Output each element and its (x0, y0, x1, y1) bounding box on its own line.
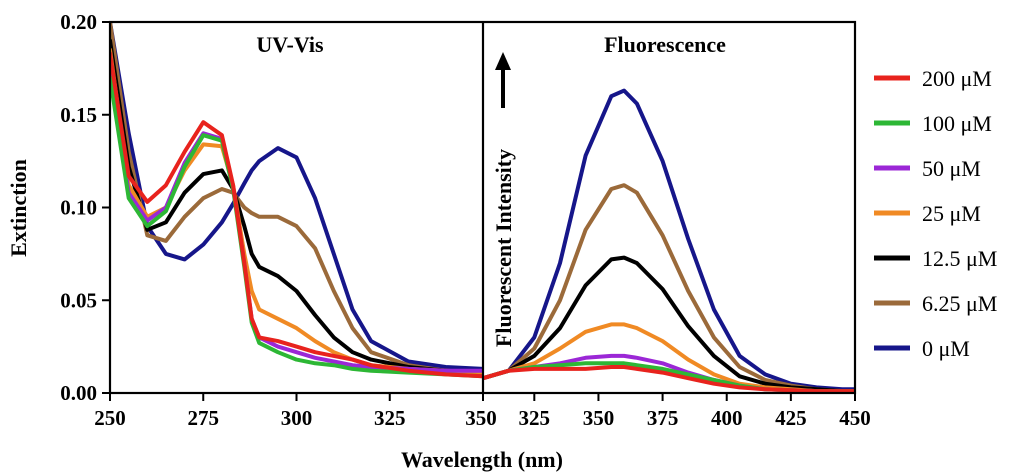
uv-vis-panel-title: UV-Vis (256, 32, 324, 57)
series-line-uvvis-6.25uM (110, 22, 483, 375)
x-tick-label-0-2: 300 (281, 406, 313, 430)
series-group (110, 22, 855, 393)
x-tick-label-1-2: 350 (583, 406, 615, 430)
x-tick-label-1-4: 400 (711, 406, 743, 430)
y-tick-label-0: 0.00 (60, 381, 97, 405)
legend: 200 μM 100 μM 50 μM 25 μM 12.5 μM 6.25 μM 0 μM (874, 66, 997, 361)
legend-label-3: 25 μM (922, 201, 981, 226)
x-tick-label-1-5: 425 (775, 406, 807, 430)
legend-label-1: 100 μM (922, 111, 992, 136)
fluorescence-panel-title: Fluorescence (604, 32, 726, 57)
x-tick-label-1-3: 375 (647, 406, 679, 430)
legend-label-2: 50 μM (922, 156, 981, 181)
y-tick-label-1: 0.05 (60, 288, 97, 312)
y-tick-label-2: 0.10 (60, 196, 97, 220)
series-line-uvvis-12.5uM (110, 38, 483, 375)
y-tick-label-3: 0.15 (60, 103, 97, 127)
y-axis-title: Extinction (6, 159, 31, 257)
legend-label-6: 0 μM (922, 336, 970, 361)
fluorescent-intensity-annotation: Fluorescent Intensity (491, 52, 516, 347)
series-line-fluor-200uM (483, 365, 855, 393)
series-line-uvvis-0uM (110, 22, 483, 371)
legend-label-5: 6.25 μM (922, 291, 997, 316)
ticks-group: 250 275 300 325 350 0.00 0.05 0.10 0.15 0.20 325 35… (60, 10, 871, 430)
y-tick-label-4: 0.20 (60, 10, 97, 34)
x-tick-label-0-4: 350 (465, 406, 497, 430)
series-line-uvvis-200uM (110, 51, 483, 379)
fluorescent-intensity-label: Fluorescent Intensity (491, 149, 516, 347)
x-tick-label-0-1: 275 (188, 406, 220, 430)
x-tick-label-1-1: 325 (519, 406, 551, 430)
x-tick-label-0-0: 250 (94, 406, 126, 430)
x-tick-label-1-6: 450 (839, 406, 871, 430)
x-tick-label-0-3: 325 (374, 406, 406, 430)
legend-label-4: 12.5 μM (922, 246, 997, 271)
x-axis-title: Wavelength (nm) (401, 447, 563, 472)
series-line-fluor-25uM (483, 322, 855, 393)
intensity-arrow-head (495, 52, 511, 70)
legend-label-0: 200 μM (922, 66, 992, 91)
